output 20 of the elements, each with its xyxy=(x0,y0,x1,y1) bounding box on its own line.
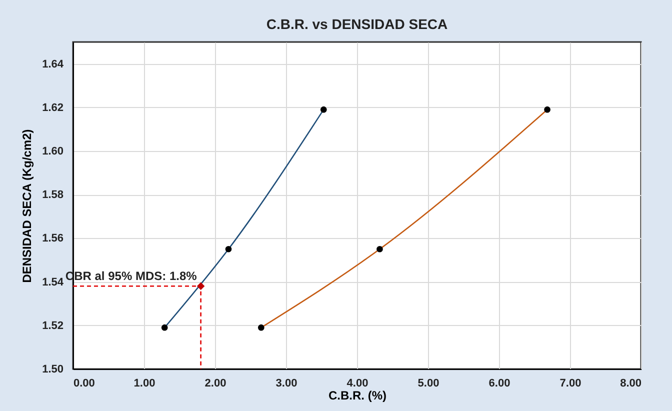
y-tick-label: 1.58 xyxy=(42,189,64,202)
x-tick-label: 3.00 xyxy=(276,378,298,390)
y-tick-label: 1.60 xyxy=(42,146,64,158)
x-tick-label: 5.00 xyxy=(418,378,440,390)
y-tick-label: 1.56 xyxy=(42,232,64,245)
y-tick-label: 1.64 xyxy=(42,58,64,70)
x-tick-label: 7.00 xyxy=(560,378,582,390)
x-tick-label: 1.00 xyxy=(134,378,156,390)
y-tick-label: 1.62 xyxy=(42,102,64,114)
chart-title: C.B.R. vs DENSIDAD SECA xyxy=(266,16,448,32)
y-tick-label: 1.52 xyxy=(42,320,64,332)
y-axis-title: DENSIDAD SECA (Kg/cm2) xyxy=(20,129,34,283)
x-tick-label: 2.00 xyxy=(204,378,226,390)
y-tick-label: 1.50 xyxy=(42,364,64,376)
y-tick-label: 1.54 xyxy=(42,276,64,288)
x-tick-label: 8.00 xyxy=(620,378,642,390)
x-tick-label: 6.00 xyxy=(488,378,510,390)
x-axis-title: C.B.R. (%) xyxy=(328,388,386,402)
x-tick-label: 0.00 xyxy=(74,378,95,390)
x-tick-label: 4.00 xyxy=(346,378,368,390)
